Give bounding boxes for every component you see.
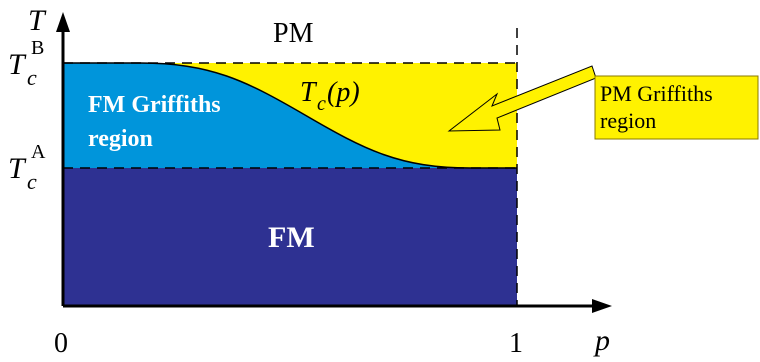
callout-line2: region bbox=[600, 108, 656, 133]
fm-griffiths-region bbox=[63, 63, 517, 168]
x-tick-1: 1 bbox=[509, 328, 523, 359]
svg-text:T: T bbox=[300, 77, 318, 108]
svg-text:A: A bbox=[31, 141, 46, 163]
svg-text:T: T bbox=[8, 152, 27, 185]
fm-griffiths-label-line1: FM Griffiths bbox=[88, 92, 221, 118]
y-axis-arrow bbox=[56, 12, 70, 32]
svg-text:c: c bbox=[27, 169, 37, 194]
callout-box bbox=[594, 75, 759, 140]
x-axis-label: p bbox=[593, 324, 610, 357]
fm-label: FM bbox=[268, 221, 315, 254]
callout-line1: PM Griffiths bbox=[600, 81, 713, 106]
svg-text:c: c bbox=[317, 93, 326, 115]
tcA-label: T c A bbox=[8, 141, 46, 194]
fm-griffiths-label-line2: region bbox=[88, 126, 153, 152]
svg-text:B: B bbox=[31, 37, 44, 59]
tcB-label: T c B bbox=[8, 37, 44, 90]
tc-curve bbox=[63, 62, 517, 169]
callout-arrow bbox=[447, 65, 597, 132]
x-axis-arrow bbox=[592, 299, 612, 313]
svg-text:(p): (p) bbox=[327, 77, 360, 108]
pm-label: PM bbox=[273, 18, 314, 49]
tc-curve-label: T c (p) bbox=[300, 77, 360, 115]
svg-text:T: T bbox=[8, 48, 27, 81]
fm-region bbox=[63, 168, 517, 306]
svg-text:c: c bbox=[27, 65, 37, 90]
y-axis-label: T bbox=[28, 4, 47, 37]
x-tick-0: 0 bbox=[54, 328, 68, 359]
